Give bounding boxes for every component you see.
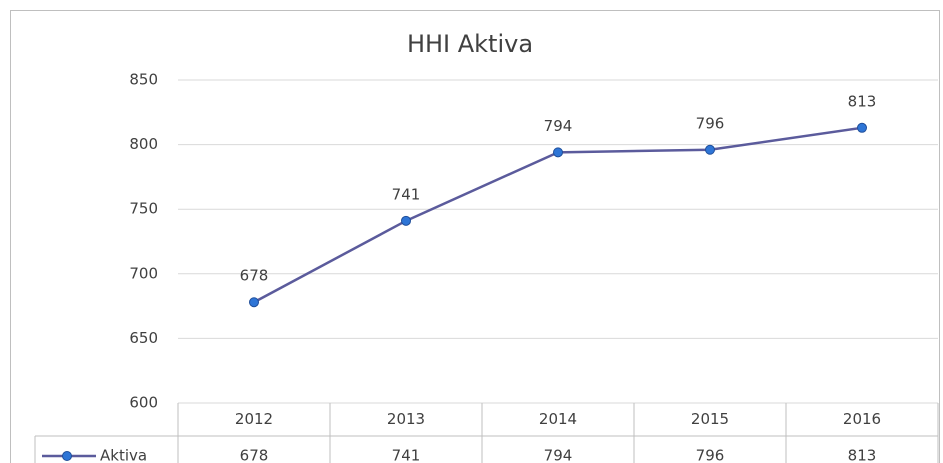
table-value: 794 xyxy=(544,447,573,463)
data-label: 741 xyxy=(392,185,421,203)
x-tick-label: 2014 xyxy=(539,410,577,428)
y-tick-label: 850 xyxy=(129,71,158,89)
legend-label: Aktiva xyxy=(100,447,147,463)
data-label: 813 xyxy=(848,92,877,110)
x-tick-label: 2015 xyxy=(691,410,729,428)
data-label: 794 xyxy=(544,117,573,135)
data-label: 678 xyxy=(240,267,269,285)
legend-marker xyxy=(62,451,72,461)
data-point xyxy=(857,122,867,133)
chart-title: HHI Aktiva xyxy=(407,30,533,58)
y-tick-label: 650 xyxy=(129,329,158,347)
table-value: 796 xyxy=(696,447,725,463)
table-value: 678 xyxy=(240,447,269,463)
table-value: 741 xyxy=(392,447,421,463)
x-tick-label: 2013 xyxy=(387,410,425,428)
y-tick-label: 600 xyxy=(129,394,158,412)
x-tick-label: 2012 xyxy=(235,410,273,428)
data-label: 796 xyxy=(696,114,725,132)
data-point xyxy=(705,144,715,155)
data-point xyxy=(401,215,411,226)
data-point xyxy=(249,297,259,308)
y-tick-label: 750 xyxy=(129,200,158,218)
y-tick-label: 700 xyxy=(129,264,158,282)
table-value: 813 xyxy=(848,447,877,463)
data-point xyxy=(553,147,563,158)
chart-border xyxy=(10,10,940,463)
x-tick-label: 2016 xyxy=(843,410,881,428)
y-tick-label: 800 xyxy=(129,135,158,153)
